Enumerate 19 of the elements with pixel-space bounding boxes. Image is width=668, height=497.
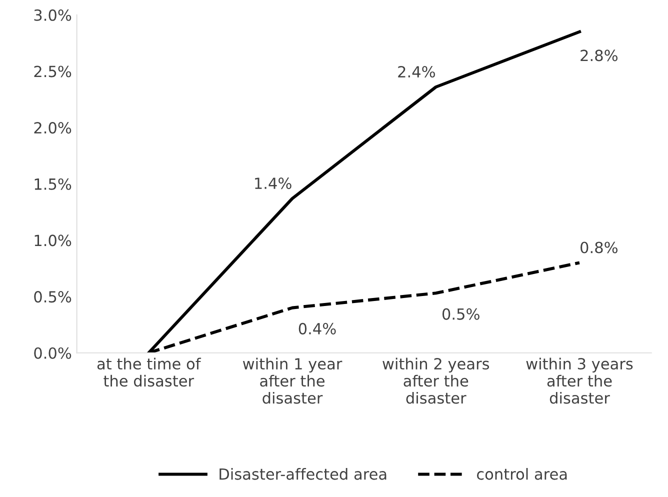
data-label: 1.4% [255,178,292,190]
x-tick-label: at the time of the disaster [97,358,202,387]
data-label: 0.5% [442,308,480,320]
legend-label: control area [477,468,567,480]
data-label: 2.4% [398,66,435,78]
x-tick-label: within 3 years after the disaster [526,358,633,404]
y-tick-label: 2.0% [34,122,72,134]
y-tick-label: 1.5% [34,178,72,190]
y-tick-label: 3.0% [34,9,72,21]
x-tick-label: within 1 year after the disaster [242,358,342,404]
y-tick-label: 1.0% [34,234,72,246]
y-tick-label: 0.5% [34,291,72,303]
y-tick-label: 2.5% [34,66,72,78]
y-tick-label: 0.0% [34,347,72,359]
data-label: 0.8% [580,242,618,254]
legend-label: Disaster-affected area [220,468,386,480]
data-label: 0.4% [298,322,336,334]
data-label: 2.8% [580,50,618,62]
x-tick-label: within 2 years after the disaster [382,358,490,404]
